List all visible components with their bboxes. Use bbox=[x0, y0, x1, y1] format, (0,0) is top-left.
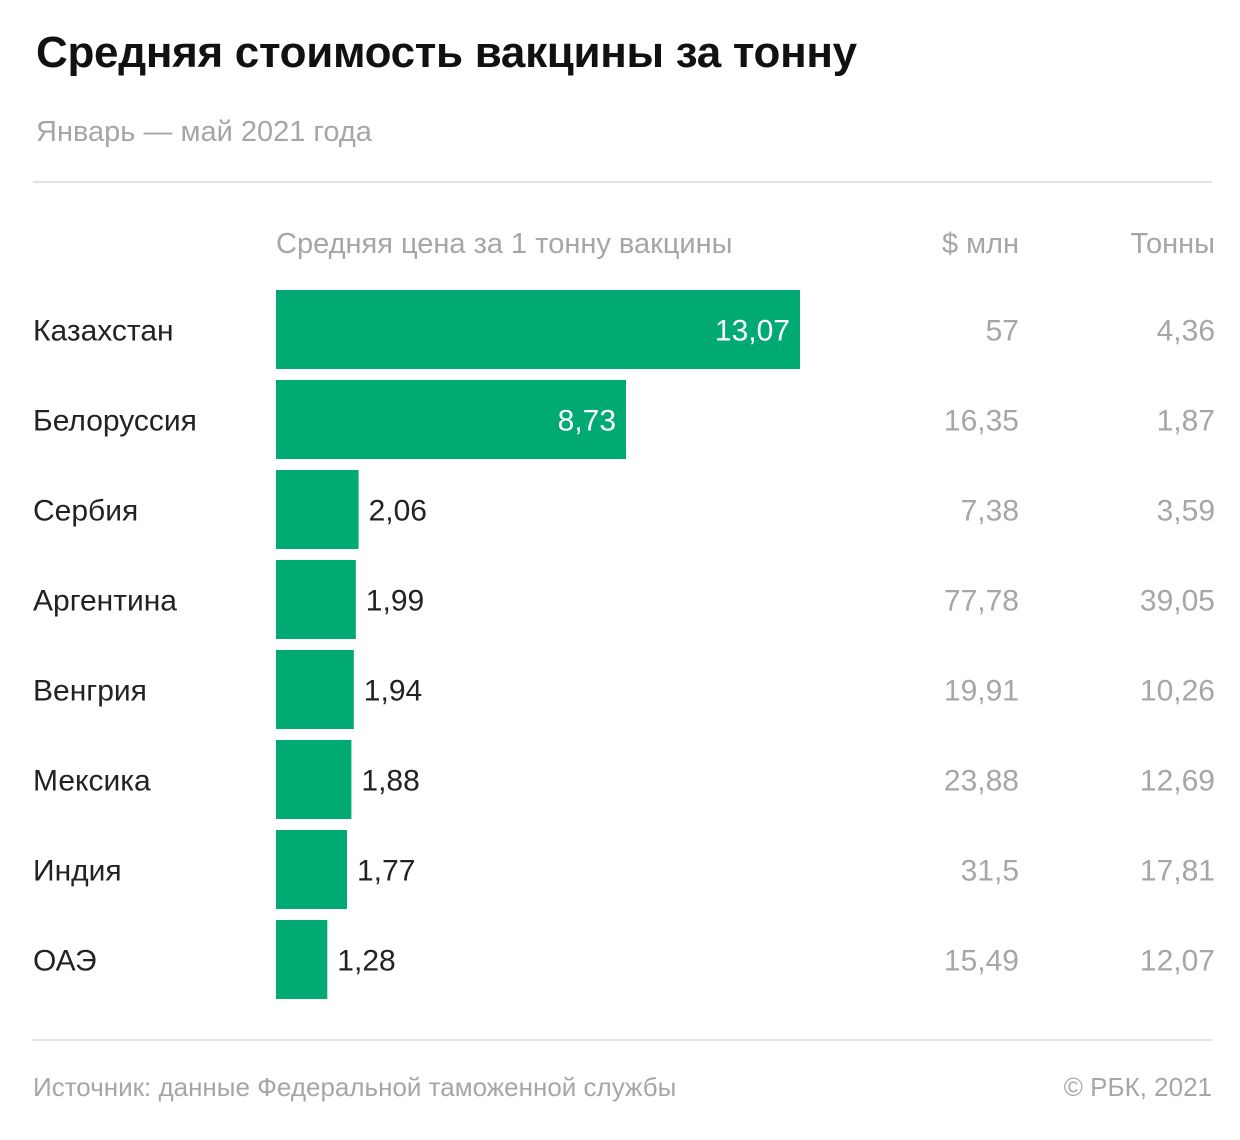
country-label: Индия bbox=[33, 855, 122, 888]
tons-column-header: Тонны bbox=[1130, 228, 1215, 260]
usd-mln-value: 19,91 bbox=[944, 675, 1019, 708]
tons-value: 17,81 bbox=[1140, 855, 1215, 888]
usd-mln-value: 15,49 bbox=[944, 945, 1019, 978]
tons-value: 12,69 bbox=[1140, 765, 1215, 798]
country-label: Мексика bbox=[33, 765, 151, 798]
price-bar bbox=[276, 560, 356, 639]
price-column-header: Средняя цена за 1 тонну вакцины bbox=[276, 228, 733, 260]
usd-mln-value: 57 bbox=[986, 315, 1019, 348]
price-value-label: 1,88 bbox=[361, 765, 419, 798]
usd-mln-value: 16,35 bbox=[944, 405, 1019, 438]
country-label: Сербия bbox=[33, 495, 138, 528]
country-label: ОАЭ bbox=[33, 945, 97, 978]
usd-mln-value: 23,88 bbox=[944, 765, 1019, 798]
tons-value: 12,07 bbox=[1140, 945, 1215, 978]
price-value-label: 2,06 bbox=[369, 495, 427, 528]
price-value-label: 1,99 bbox=[366, 585, 424, 618]
usd-mln-value: 7,38 bbox=[961, 495, 1019, 528]
chart-subtitle: Январь — май 2021 года bbox=[36, 116, 372, 148]
price-bar bbox=[276, 650, 354, 729]
tons-value: 3,59 bbox=[1157, 495, 1215, 528]
source-note: Источник: данные Федеральной таможенной … bbox=[33, 1072, 677, 1102]
country-label: Аргентина bbox=[33, 585, 177, 618]
tons-value: 4,36 bbox=[1157, 315, 1215, 348]
country-label: Венгрия bbox=[33, 675, 147, 708]
country-label: Белоруссия bbox=[33, 405, 197, 438]
chart-title: Средняя стоимость вакцины за тонну bbox=[36, 28, 857, 77]
usd-mln-value: 77,78 bbox=[944, 585, 1019, 618]
copyright-note: © РБК, 2021 bbox=[1063, 1072, 1212, 1102]
tons-value: 1,87 bbox=[1157, 405, 1215, 438]
price-bar bbox=[276, 380, 626, 459]
price-bar bbox=[276, 740, 352, 819]
top-divider bbox=[33, 181, 1212, 183]
price-value-label: 1,77 bbox=[357, 855, 415, 888]
price-value-label: 1,94 bbox=[364, 675, 422, 708]
usd-mln-value: 31,5 bbox=[961, 855, 1019, 888]
usd-column-header: $ млн bbox=[941, 228, 1019, 260]
price-bar bbox=[276, 290, 800, 369]
bottom-divider bbox=[33, 1039, 1212, 1041]
tons-value: 39,05 bbox=[1140, 585, 1215, 618]
country-label: Казахстан bbox=[33, 315, 174, 348]
price-bar bbox=[276, 470, 359, 549]
price-bar bbox=[276, 920, 328, 999]
price-value-label: 8,73 bbox=[558, 405, 616, 438]
price-bar bbox=[276, 830, 347, 909]
tons-value: 10,26 bbox=[1140, 675, 1215, 708]
price-value-label: 1,28 bbox=[337, 945, 395, 978]
price-value-label: 13,07 bbox=[715, 315, 790, 348]
